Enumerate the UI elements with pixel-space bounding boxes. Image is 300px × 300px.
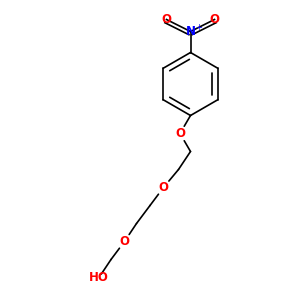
Text: O: O	[119, 235, 130, 248]
Text: +: +	[196, 22, 202, 32]
Text: O: O	[209, 13, 220, 26]
Text: O: O	[161, 13, 172, 26]
Text: O: O	[175, 127, 185, 140]
Text: HO: HO	[89, 271, 109, 284]
Text: N: N	[185, 25, 196, 38]
Text: O: O	[158, 181, 169, 194]
